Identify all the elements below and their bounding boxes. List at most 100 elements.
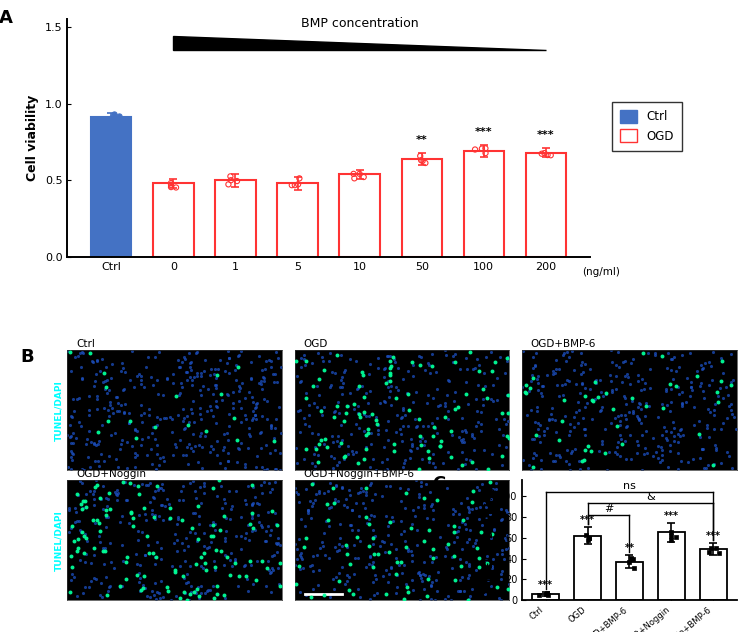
- Point: [665, 531, 677, 541]
- Point: [459, 519, 471, 529]
- Point: [64, 420, 76, 430]
- Point: [235, 544, 247, 554]
- Point: [405, 556, 417, 566]
- Point: [152, 485, 164, 495]
- Point: [393, 385, 405, 395]
- Point: [234, 383, 246, 393]
- Point: [649, 350, 661, 360]
- Point: [153, 460, 165, 470]
- Point: [274, 558, 286, 568]
- Point: [170, 183, 182, 193]
- Point: [429, 462, 441, 472]
- Point: [184, 526, 196, 537]
- Point: [402, 546, 414, 556]
- Point: [417, 569, 429, 579]
- Point: [195, 390, 207, 400]
- Point: [583, 441, 595, 451]
- Point: [464, 454, 476, 465]
- Point: [88, 357, 99, 367]
- Point: [129, 480, 141, 490]
- Point: [138, 408, 150, 418]
- Point: [80, 489, 92, 499]
- Text: ***: ***: [580, 515, 595, 525]
- Point: [687, 420, 699, 430]
- Point: [462, 399, 473, 409]
- Point: [174, 435, 186, 445]
- Point: [185, 358, 197, 368]
- Point: [382, 435, 394, 445]
- Point: [162, 373, 174, 383]
- Point: [231, 435, 243, 445]
- Point: [142, 432, 154, 442]
- Point: [209, 545, 221, 556]
- Point: [414, 151, 426, 161]
- Point: [195, 588, 207, 598]
- Point: [384, 562, 396, 572]
- Point: [144, 478, 156, 488]
- Point: [230, 458, 242, 468]
- Point: [458, 586, 470, 596]
- Point: [441, 544, 453, 554]
- Point: [354, 412, 366, 422]
- Point: [307, 449, 319, 459]
- Point: [291, 544, 303, 554]
- Point: [532, 385, 544, 395]
- Point: [582, 463, 594, 473]
- Point: [720, 382, 732, 392]
- Point: [256, 522, 268, 532]
- Point: [165, 414, 177, 424]
- Point: [498, 554, 510, 564]
- Point: [484, 509, 496, 520]
- Point: [139, 583, 151, 593]
- Point: [186, 380, 198, 390]
- Point: [407, 371, 419, 381]
- Point: [420, 479, 432, 489]
- Point: [502, 584, 514, 594]
- Point: [123, 418, 135, 428]
- Point: [151, 587, 163, 597]
- Point: [147, 548, 159, 558]
- Point: [373, 549, 384, 559]
- Point: [211, 491, 223, 501]
- Point: [294, 404, 306, 415]
- Point: [186, 587, 197, 597]
- Point: [527, 462, 539, 472]
- Point: [336, 372, 348, 382]
- Point: [336, 389, 348, 399]
- Point: [212, 589, 224, 599]
- Point: [266, 483, 278, 494]
- Point: [270, 519, 282, 529]
- Point: [76, 373, 88, 383]
- Point: [131, 570, 143, 580]
- Point: [218, 463, 230, 473]
- Point: [490, 415, 502, 425]
- Point: [111, 392, 123, 402]
- Point: [456, 459, 468, 470]
- Point: [408, 414, 420, 424]
- Point: [430, 367, 442, 377]
- Point: [94, 526, 105, 536]
- Point: [153, 347, 165, 357]
- Point: [482, 575, 494, 585]
- Point: [633, 398, 645, 408]
- Point: [367, 525, 379, 535]
- Point: [180, 423, 191, 433]
- Point: [425, 501, 437, 511]
- Point: [534, 420, 546, 430]
- Point: [400, 542, 412, 552]
- Point: [230, 485, 242, 495]
- Point: [615, 434, 627, 444]
- Point: [548, 368, 560, 379]
- Point: [360, 512, 372, 522]
- Point: [179, 355, 191, 365]
- Point: [132, 535, 144, 545]
- Point: [656, 399, 668, 410]
- Point: [382, 351, 394, 361]
- Point: [381, 454, 393, 464]
- Point: [414, 566, 426, 576]
- Point: [606, 387, 618, 397]
- Point: [157, 592, 169, 602]
- Point: [610, 384, 622, 394]
- Point: [676, 387, 688, 398]
- Point: [177, 356, 188, 367]
